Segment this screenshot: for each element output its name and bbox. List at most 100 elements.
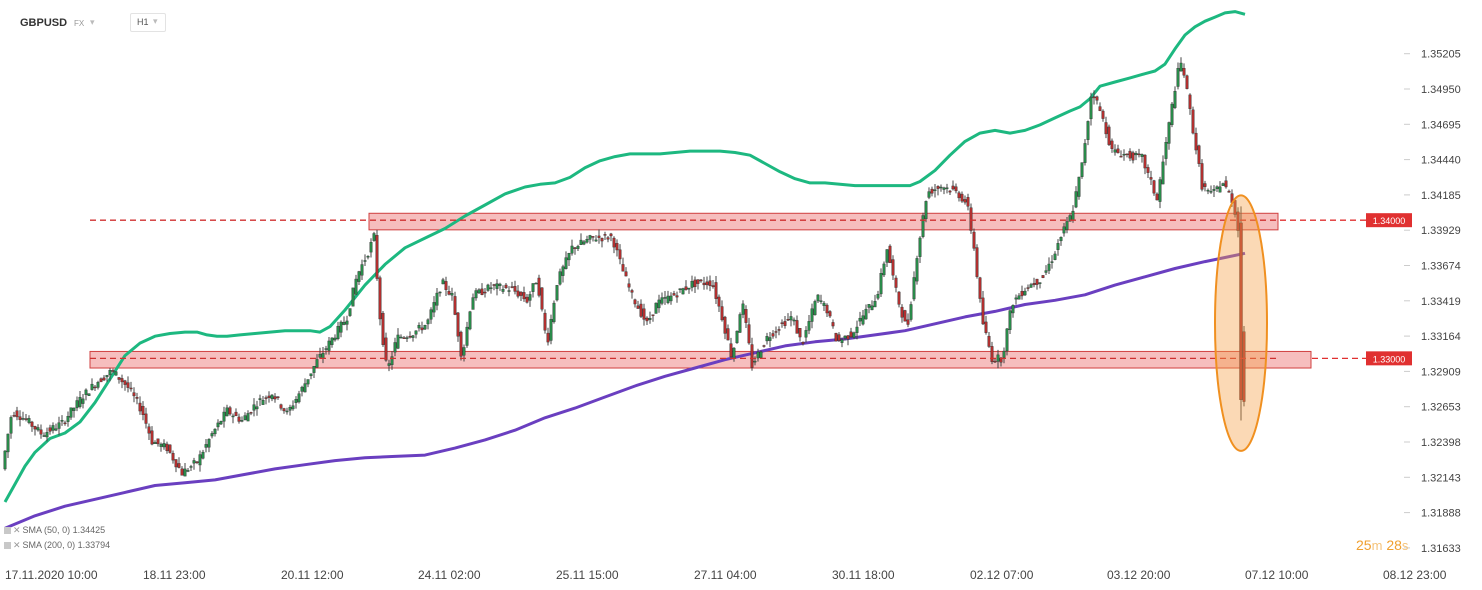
candle-body <box>1209 191 1213 193</box>
candle-body <box>219 420 223 425</box>
candle-body <box>597 235 601 238</box>
candle-body <box>303 383 307 393</box>
candle-body <box>486 284 490 291</box>
candle-body <box>1002 350 1006 358</box>
candle-body <box>609 233 613 237</box>
candle-body <box>819 300 823 302</box>
candle-body <box>942 187 946 190</box>
candle-body <box>1101 110 1105 119</box>
candle-body <box>522 292 526 300</box>
candle-body <box>498 283 502 286</box>
candle-body <box>996 354 1000 362</box>
candle-body <box>1005 328 1009 352</box>
candle-body <box>678 288 682 290</box>
candle-body <box>123 380 127 385</box>
candle-body <box>729 343 733 358</box>
candle-body <box>690 281 694 288</box>
price-zone[interactable] <box>368 212 1279 231</box>
candle-body <box>702 282 706 286</box>
candle-body <box>531 283 535 292</box>
price-level-label: 1.34000 <box>1373 216 1406 226</box>
candle-body <box>459 331 463 357</box>
candle-body <box>651 314 655 316</box>
candle-body <box>672 293 676 296</box>
candle-body <box>411 335 415 338</box>
candle-body <box>165 443 169 452</box>
candle-body <box>834 332 838 342</box>
candle-body <box>447 291 451 295</box>
candle-body <box>468 311 472 330</box>
candle-body <box>789 316 793 321</box>
candle-body <box>1221 183 1225 186</box>
candle-body <box>267 395 271 398</box>
candle-body <box>1218 186 1222 193</box>
candle-body <box>885 249 889 263</box>
candle-body <box>228 407 232 415</box>
candle-body <box>318 354 322 358</box>
candle-body <box>195 461 199 463</box>
candle-body <box>756 351 760 359</box>
candle-body <box>666 295 670 303</box>
candle-body <box>723 316 727 334</box>
price-level-badge <box>1366 351 1412 366</box>
x-tick-label: 02.12 07:00 <box>970 568 1034 582</box>
candle-body <box>972 231 976 249</box>
indicator-legend-sma50[interactable]: ✕ SMA (50, 0) 1.34425 <box>4 525 105 536</box>
candle-body <box>1104 122 1108 135</box>
candle-body <box>525 296 529 303</box>
candle-body <box>873 301 877 308</box>
timeframe-select[interactable]: H1 ▾ <box>130 13 166 32</box>
candle-body <box>231 415 235 418</box>
candle-body <box>171 453 175 461</box>
chevron-down-icon[interactable]: ▾ <box>90 17 95 27</box>
candle-body <box>633 299 637 305</box>
candle-body <box>1215 186 1219 189</box>
candle-body <box>795 320 799 334</box>
candle-body <box>552 302 556 323</box>
candle-body <box>828 311 832 317</box>
candle-body <box>1173 91 1177 108</box>
candle-body <box>495 283 499 289</box>
close-icon[interactable]: ✕ <box>13 525 21 535</box>
x-tick-label: 25.11 15:00 <box>556 568 619 582</box>
indicator-swatch <box>4 527 11 535</box>
candle-body <box>1089 97 1093 120</box>
sma-50-line <box>3 10 1246 503</box>
candle-body <box>894 277 898 288</box>
candle-body <box>1110 140 1114 149</box>
candle-body <box>939 186 943 189</box>
candle-body <box>798 328 802 338</box>
candle-body <box>804 330 808 338</box>
candle-body <box>111 370 115 372</box>
candle-body <box>978 277 982 299</box>
close-icon[interactable]: ✕ <box>13 540 21 550</box>
candle-body <box>294 399 298 403</box>
indicator-value: 1.33794 <box>77 540 111 550</box>
candle-body <box>1041 275 1045 278</box>
instrument-symbol[interactable]: GBPUSD <box>20 17 68 29</box>
candle-body <box>183 468 187 477</box>
candle-body <box>336 325 340 339</box>
candle-body <box>1080 162 1084 177</box>
candle-body <box>615 243 619 251</box>
candle-body <box>1074 191 1078 208</box>
candle-body <box>1047 263 1051 271</box>
candle-body <box>507 290 511 292</box>
candle-body <box>366 255 370 258</box>
candle-body <box>840 339 844 343</box>
indicator-label: SMA (200, 0) <box>22 540 76 550</box>
candle-body <box>78 397 82 407</box>
indicator-label: SMA (50, 0) <box>22 525 71 535</box>
candle-body <box>570 245 574 254</box>
candle-body <box>771 333 775 337</box>
candle-body <box>888 245 892 264</box>
candle-body <box>909 304 913 320</box>
candle-body <box>660 297 664 304</box>
candle-body <box>204 444 208 448</box>
candle-body <box>1236 211 1240 231</box>
candle-body <box>12 415 16 417</box>
candle-body <box>831 322 835 327</box>
indicator-legend-sma200[interactable]: ✕ SMA (200, 0) 1.33794 <box>4 540 110 551</box>
candle-body <box>270 394 274 400</box>
